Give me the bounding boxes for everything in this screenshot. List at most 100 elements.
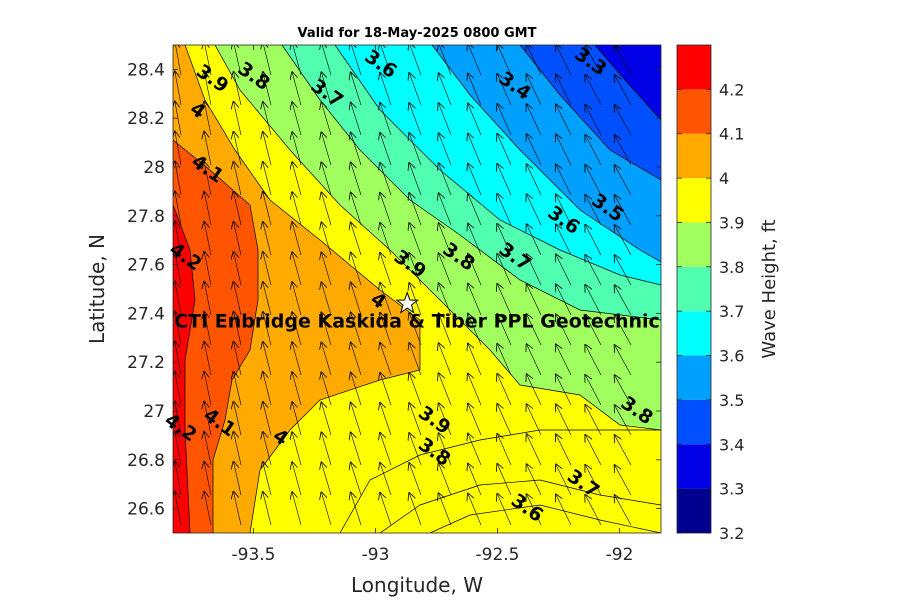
y-tick-label: 27.8 [127, 207, 165, 227]
wind-vector-arrow [615, 225, 632, 256]
wind-vector-arrow [292, 192, 302, 226]
wind-vector-arrow [527, 434, 542, 466]
wind-vector-arrow [175, 222, 182, 256]
wind-vector-arrow [175, 342, 182, 376]
wind-vector-arrow [321, 402, 332, 436]
wind-vector-arrow [351, 373, 362, 406]
wind-vector-arrow [175, 192, 182, 226]
wind-vector-arrow [204, 222, 212, 256]
x-tick-label: -93 [362, 545, 390, 565]
x-axis-label: Longitude, W [351, 573, 483, 597]
wind-vector-arrow [556, 435, 572, 466]
wind-vector-arrow [204, 282, 212, 316]
wind-vector-arrow [497, 374, 512, 406]
wind-vector-arrow [234, 72, 242, 106]
wind-vector-arrow [380, 493, 392, 526]
colorbar-band [677, 355, 711, 400]
wind-vector-arrow [204, 402, 212, 436]
wind-vector-arrow [439, 163, 452, 196]
wind-vector-arrow [351, 223, 362, 256]
wind-vector-arrow [585, 45, 602, 76]
wind-vector-arrow [380, 73, 392, 106]
wind-vector-arrow [292, 312, 302, 346]
wind-vector-arrow [204, 492, 212, 526]
plot-area [173, 45, 661, 533]
wind-vector-arrow [204, 162, 212, 196]
wind-vector-arrow [351, 253, 362, 286]
wind-vector-arrow [468, 314, 482, 346]
wind-vector-arrow [468, 224, 482, 256]
wind-vector-arrow [409, 463, 422, 496]
x-tick-label: -92 [606, 545, 634, 565]
y-tick-label: 28 [143, 158, 165, 178]
wind-vector-arrow [292, 372, 302, 406]
wind-vectors [175, 45, 632, 526]
wind-vector-arrow [439, 283, 452, 316]
wind-vector-arrow [585, 135, 602, 166]
colorbar-band [677, 45, 711, 90]
wind-vector-arrow [497, 314, 512, 346]
wind-vector-arrow [527, 404, 542, 436]
y-axis-label: Latitude, N [85, 234, 109, 344]
wind-vector-arrow [380, 133, 392, 166]
wind-vector-arrow [468, 194, 482, 226]
wind-vector-arrow [585, 435, 602, 466]
y-tick-label: 26.8 [127, 451, 165, 471]
wind-vector-arrow [292, 342, 302, 376]
wind-vector-arrow [292, 45, 302, 76]
colorbar-tick-label: 4.2 [719, 80, 744, 99]
wind-vector-arrow [556, 105, 572, 136]
wind-vector-arrow [409, 403, 422, 436]
wind-vector-arrow [468, 254, 482, 286]
wind-vector-arrow [175, 72, 182, 106]
wind-vector-arrow [292, 102, 302, 136]
wind-vector-arrow [527, 104, 542, 136]
wind-vector-arrow [497, 404, 512, 436]
wind-vector-arrow [615, 315, 632, 346]
wind-vector-arrow [468, 434, 482, 466]
wind-vector-arrow [263, 252, 272, 286]
y-axis: 26.6 26.8 27 27.2 27.4 27.6 27.8 28 28.2 28.4 [127, 60, 661, 520]
y-tick-label: 27.2 [127, 353, 165, 373]
y-tick-label: 26.6 [127, 500, 165, 520]
wind-vector-arrow [292, 492, 302, 526]
wind-vector-arrow [585, 255, 602, 286]
wind-vector-arrow [204, 342, 212, 376]
wind-vector-arrow [585, 105, 602, 136]
wind-vector-arrow [615, 165, 632, 196]
wind-vector-arrow [615, 255, 632, 286]
wind-vector-arrow [615, 405, 632, 436]
wind-vector-arrow [321, 492, 332, 526]
wind-vector-arrow [351, 433, 362, 466]
wind-vector-arrow [585, 315, 602, 346]
wind-vector-arrow [615, 285, 632, 316]
wind-vector-arrow [585, 165, 602, 196]
colorbar-band [677, 266, 711, 312]
wind-vector-arrow [585, 495, 602, 526]
wind-vector-arrow [204, 132, 212, 166]
colorbar-tick-label: 3.2 [719, 524, 744, 543]
colorbar-band [677, 89, 711, 134]
wind-vector-arrow [321, 372, 332, 406]
colorbar-label: Wave Height, ft [759, 219, 780, 358]
colorbar-band [677, 488, 711, 533]
wind-vector-arrow [351, 45, 362, 76]
site-marker: CTI Enbridge Kaskida & Tiber PPL Geotech… [174, 291, 660, 333]
band-4-2 [173, 140, 258, 533]
wind-vector-arrow [175, 45, 182, 76]
wind-vector-arrow [497, 45, 512, 76]
y-tick-label: 27 [143, 402, 165, 422]
wind-vector-arrow [351, 403, 362, 436]
wind-vector-arrow [527, 45, 542, 76]
wind-vector-arrow [527, 74, 542, 106]
wind-vector-arrow [497, 164, 512, 196]
wind-vector-arrow [263, 222, 272, 256]
wind-vector-arrow [321, 132, 332, 166]
wind-vector-arrow [409, 163, 422, 196]
wind-vector-arrow [439, 403, 452, 436]
wind-vector-arrow [263, 162, 272, 196]
wind-vector-arrow [615, 105, 632, 136]
y-tick-label: 28.4 [127, 60, 165, 80]
wind-vector-arrow [439, 103, 452, 136]
